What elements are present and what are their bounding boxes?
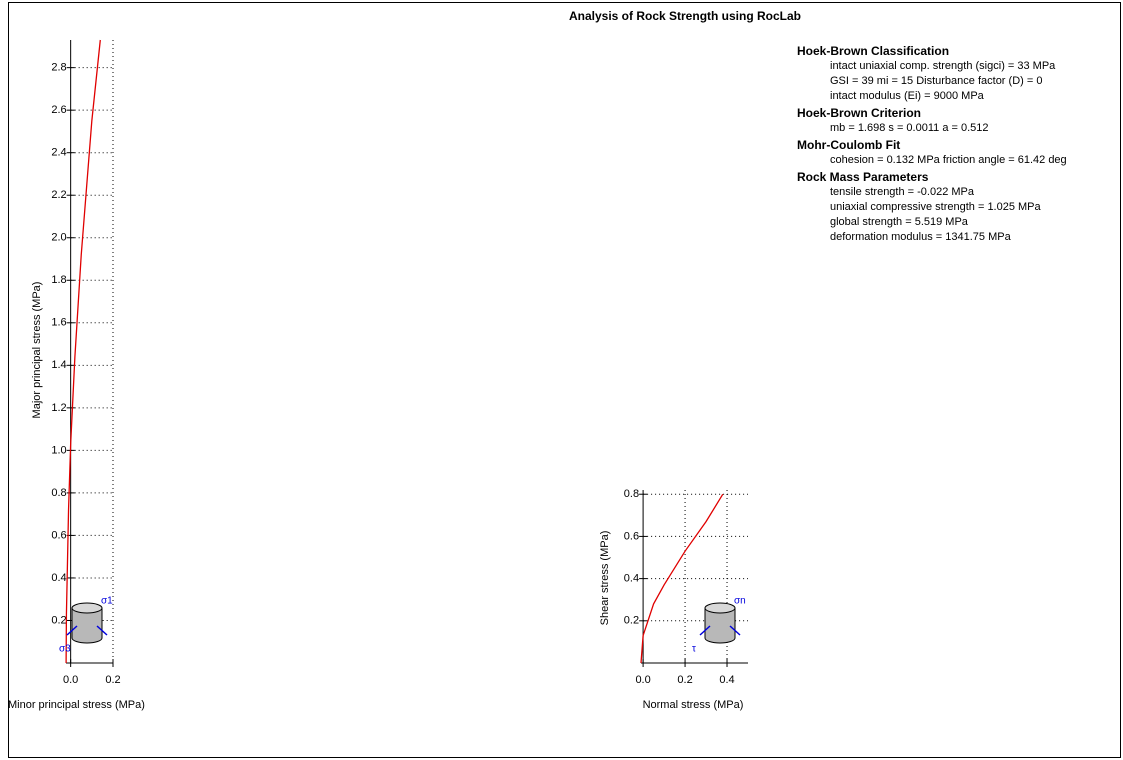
frame [9,3,1121,758]
y-axis-title: Shear stress (MPa) [599,531,611,626]
icon-label: σ3 [59,644,71,655]
parameter-line: intact modulus (Ei) = 9000 MPa [830,90,985,102]
y-axis-title: Major principal stress (MPa) [31,282,43,419]
section-heading: Rock Mass Parameters [797,170,929,184]
y-tick-label: 0.4 [51,572,66,584]
parameter-line: intact uniaxial comp. strength (sigci) =… [830,60,1056,72]
parameter-line: deformation modulus = 1341.75 MPa [830,231,1012,243]
y-tick-label: 2.6 [51,104,66,116]
x-axis-title: Normal stress (MPa) [643,699,744,711]
y-tick-label: 1.8 [51,274,66,286]
screen: Analysis of Rock Strength using RocLab H… [0,0,1123,760]
y-tick-label: 0.2 [624,615,639,627]
y-tick-label: 1.4 [51,359,66,371]
section-heading: Hoek-Brown Criterion [797,106,921,120]
y-tick-label: 0.4 [624,573,639,585]
y-tick-label: 0.6 [624,530,639,542]
x-tick-label: 0.0 [63,674,78,686]
x-tick-label: 0.2 [105,674,120,686]
icon-label: σ1 [101,596,113,607]
x-tick-label: 0.0 [635,674,650,686]
y-tick-label: 2.0 [51,232,66,244]
page-title: Analysis of Rock Strength using RocLab [569,9,801,23]
y-tick-label: 1.6 [51,317,66,329]
sample-icon-top [72,603,102,613]
y-tick-label: 1.0 [51,444,66,456]
y-tick-label: 0.8 [51,487,66,499]
icon-label: σn [734,596,746,607]
parameter-line: global strength = 5.519 MPa [830,216,969,228]
parameter-line: tensile strength = -0.022 MPa [830,186,975,198]
x-tick-label: 0.2 [677,674,692,686]
sample-icon-top [705,603,735,613]
y-tick-label: 0.2 [51,614,66,626]
y-tick-label: 1.2 [51,402,66,414]
parameter-line: cohesion = 0.132 MPa friction angle = 61… [830,154,1067,166]
y-tick-label: 2.4 [51,147,66,159]
parameter-line: uniaxial compressive strength = 1.025 MP… [830,201,1042,213]
section-heading: Mohr-Coulomb Fit [797,138,900,152]
y-tick-label: 0.6 [51,529,66,541]
x-axis-title: Minor principal stress (MPa) [8,699,145,711]
y-tick-label: 0.8 [624,488,639,500]
y-tick-label: 2.8 [51,62,66,74]
icon-label: τ [692,644,696,655]
parameter-line: mb = 1.698 s = 0.0011 a = 0.512 [830,122,989,134]
section-heading: Hoek-Brown Classification [797,44,949,58]
parameter-line: GSI = 39 mi = 15 Disturbance factor (D) … [830,75,1042,87]
x-tick-label: 0.4 [719,674,734,686]
y-tick-label: 2.2 [51,189,66,201]
